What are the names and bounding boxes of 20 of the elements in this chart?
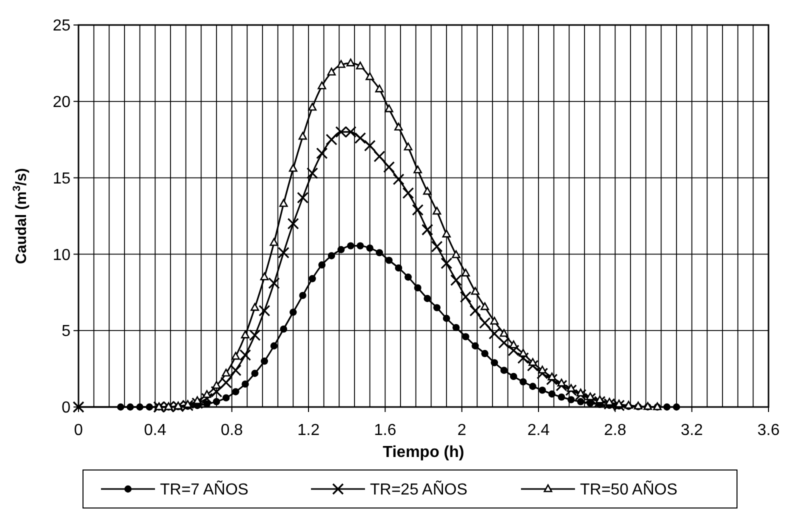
y-tick-label: 25 xyxy=(52,18,71,35)
x-tick-label: 1.2 xyxy=(297,422,320,439)
legend-label: TR=50 AÑOS xyxy=(580,480,678,499)
x-tick-label: 1.6 xyxy=(374,422,396,439)
y-tick-label: 15 xyxy=(52,170,71,188)
y-tick-label: 20 xyxy=(52,94,71,111)
x-tick-label: 2.4 xyxy=(527,422,550,439)
y-tick-label: 0 xyxy=(62,400,71,417)
x-tick-label: 2.8 xyxy=(604,422,626,439)
x-tick-label: 0.8 xyxy=(220,422,244,439)
legend-label: TR=25 AÑOS xyxy=(370,480,468,499)
y-tick-label: 10 xyxy=(52,246,71,264)
x-axis-title: Tiempo (h) xyxy=(382,444,464,461)
x-tick-label: 2 xyxy=(457,422,466,439)
x-tick-label: 0 xyxy=(74,422,84,439)
legend-label: TR=7 AÑOS xyxy=(160,480,248,499)
x-tick-label: 3.2 xyxy=(680,422,704,439)
y-tick-label: 5 xyxy=(62,323,71,340)
x-tick-label: 0.4 xyxy=(144,422,166,439)
x-tick-label: 3.6 xyxy=(757,422,780,439)
